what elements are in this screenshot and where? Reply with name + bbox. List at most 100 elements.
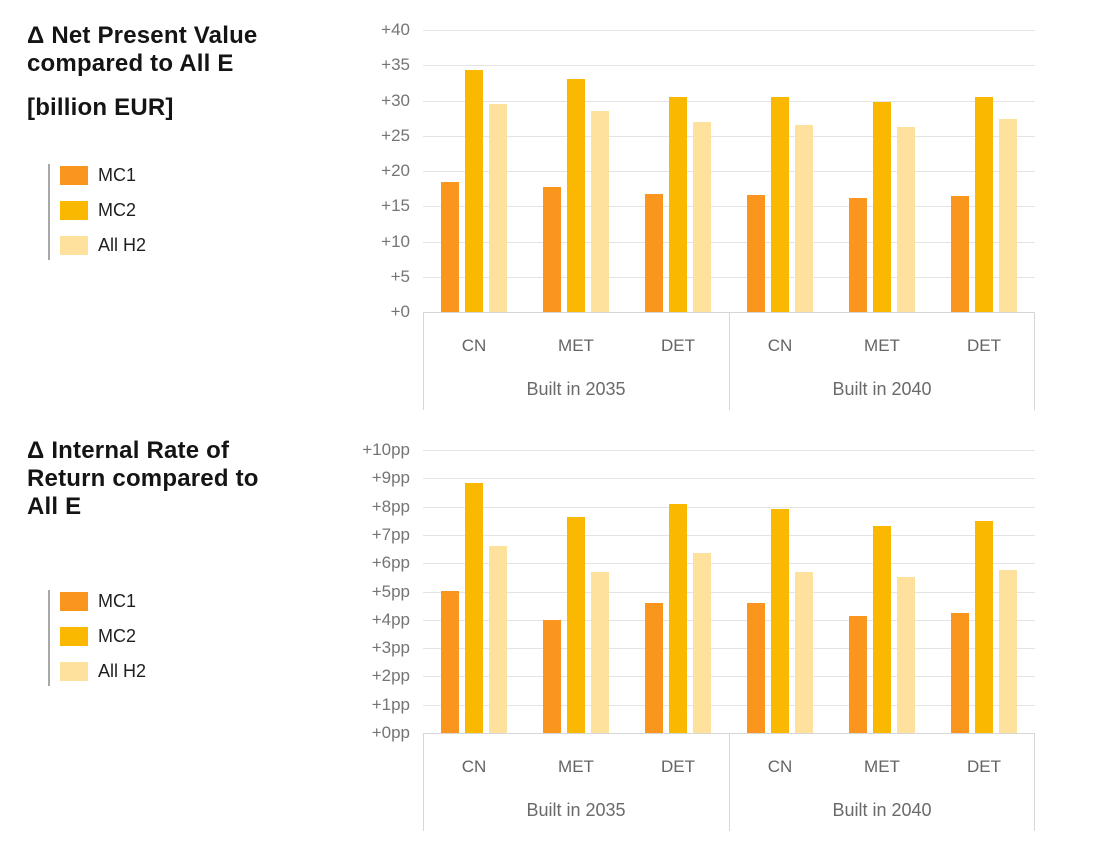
gridline xyxy=(423,648,1035,649)
category-label: DET xyxy=(661,757,695,776)
npv-chart-plot: +40 +35 +30 +25 +20 +15 +10 +5 +0 CN MET DET CN MET DE… xyxy=(381,20,1035,410)
gridline xyxy=(423,242,1035,243)
bar-mc1-det-2035 xyxy=(645,194,663,312)
legend-label-all-h2: All H2 xyxy=(98,661,147,681)
legend-item-mc2: MC2 xyxy=(60,627,146,646)
gridline xyxy=(423,478,1035,479)
bar-allh2-met-2040 xyxy=(897,577,915,733)
y-axis-tick-label: +0pp xyxy=(371,723,410,742)
y-axis-tick-label: +20 xyxy=(381,161,410,180)
legend-label-mc1: MC1 xyxy=(98,591,137,611)
legend-item-all-h2: All H2 xyxy=(60,236,146,255)
y-axis-tick-label: +8pp xyxy=(371,497,410,516)
category-axis-border-vertical xyxy=(729,733,730,831)
bar-mc2-cn-2035 xyxy=(465,483,483,733)
group-label: Built in 2040 xyxy=(832,379,932,399)
legend-item-mc1: MC1 xyxy=(60,166,146,185)
gridline xyxy=(423,705,1035,706)
y-axis-tick-label: +15 xyxy=(381,196,410,215)
category-label: DET xyxy=(967,757,1001,776)
bar-allh2-met-2035 xyxy=(591,111,609,312)
y-axis-tick-label: +30 xyxy=(381,91,410,110)
y-axis-tick-label: +35 xyxy=(381,55,410,74)
npv-unit-label: [billion EUR] xyxy=(27,94,174,121)
y-axis-tick-label: +25 xyxy=(381,126,410,145)
bar-mc2-met-2035 xyxy=(567,79,585,312)
legend-rule xyxy=(48,164,50,260)
category-label: MET xyxy=(558,757,594,776)
gridline xyxy=(423,65,1035,66)
category-label: MET xyxy=(864,336,900,355)
category-label: CN xyxy=(767,336,793,355)
gridline xyxy=(423,450,1035,451)
mc2-swatch xyxy=(60,627,88,646)
y-axis-tick-label: +6pp xyxy=(371,553,410,572)
category-axis-border-vertical xyxy=(423,312,424,410)
y-axis-tick-label: +40 xyxy=(381,20,410,39)
gridline xyxy=(423,507,1035,508)
bar-allh2-met-2035 xyxy=(591,572,609,733)
irr-chart-plot: +10pp +9pp +8pp +7pp +6pp +5pp +4pp +3pp +2pp +1p… xyxy=(362,440,1035,831)
y-axis-tick-label: +10 xyxy=(381,232,410,251)
bar-allh2-det-2040 xyxy=(999,570,1017,733)
bar-mc1-cn-2035 xyxy=(441,182,459,312)
legend-item-mc1: MC1 xyxy=(60,592,146,611)
group-label: Built in 2040 xyxy=(832,800,932,820)
bar-mc1-met-2040 xyxy=(849,616,867,733)
category-axis: CN MET DET CN MET DET Built in 2035 Built in 20… xyxy=(423,733,1035,831)
bar-mc1-det-2035 xyxy=(645,603,663,733)
y-axis-tick-label: +5pp xyxy=(371,582,410,601)
bar-mc2-det-2035 xyxy=(669,504,687,733)
bar-mc2-det-2040 xyxy=(975,97,993,312)
bar-mc2-det-2040 xyxy=(975,521,993,733)
group-label: Built in 2035 xyxy=(526,800,626,820)
bar-allh2-met-2040 xyxy=(897,127,915,312)
legend-item-all-h2: All H2 xyxy=(60,662,146,681)
category-axis-border-vertical xyxy=(1034,733,1035,831)
bar-allh2-cn-2035 xyxy=(489,104,507,312)
mc2-swatch xyxy=(60,201,88,220)
bar-mc1-det-2040 xyxy=(951,196,969,312)
bar-mc1-cn-2035 xyxy=(441,591,459,733)
irr-title-line-1: Δ Internal Rate of xyxy=(27,437,230,464)
bar-mc1-det-2040 xyxy=(951,613,969,733)
irr-title-line-2: Return compared to xyxy=(27,465,259,492)
npv-chart-title: Δ Net Present Value compared to All E xyxy=(27,22,257,78)
npv-title-line-1: Δ Net Present Value xyxy=(27,22,258,49)
y-axis-tick-label: +9pp xyxy=(371,468,410,487)
gridline xyxy=(423,535,1035,536)
bar-mc2-met-2035 xyxy=(567,517,585,733)
bar-allh2-det-2035 xyxy=(693,122,711,312)
bar-mc1-met-2035 xyxy=(543,187,561,312)
gridline xyxy=(423,30,1035,31)
gridline xyxy=(423,101,1035,102)
bar-mc1-cn-2040 xyxy=(747,195,765,312)
category-label: MET xyxy=(864,757,900,776)
y-axis-tick-label: +1pp xyxy=(371,695,410,714)
y-axis-tick-label: +10pp xyxy=(362,440,410,459)
gridline xyxy=(423,592,1035,593)
gridline xyxy=(423,563,1035,564)
all-h2-swatch xyxy=(60,236,88,255)
bar-mc2-cn-2040 xyxy=(771,509,789,733)
y-axis-tick-label: +7pp xyxy=(371,525,410,544)
bar-mc2-met-2040 xyxy=(873,526,891,733)
gridline xyxy=(423,277,1035,278)
mc1-swatch xyxy=(60,592,88,611)
category-label: CN xyxy=(767,757,793,776)
y-axis-tick-label: +4pp xyxy=(371,610,410,629)
bar-allh2-cn-2040 xyxy=(795,125,813,312)
group-label: Built in 2035 xyxy=(526,379,626,399)
y-axis-tick-label: +5 xyxy=(390,267,410,286)
bar-allh2-cn-2040 xyxy=(795,572,813,733)
category-label: CN xyxy=(461,757,487,776)
category-axis-border-vertical xyxy=(1034,312,1035,410)
category-label: MET xyxy=(558,336,594,355)
bar-allh2-det-2035 xyxy=(693,553,711,733)
bar-mc2-cn-2040 xyxy=(771,97,789,312)
legend-rule xyxy=(48,590,50,686)
bar-allh2-det-2040 xyxy=(999,119,1017,312)
bar-mc2-met-2040 xyxy=(873,102,891,312)
legend-label-all-h2: All H2 xyxy=(98,235,147,255)
